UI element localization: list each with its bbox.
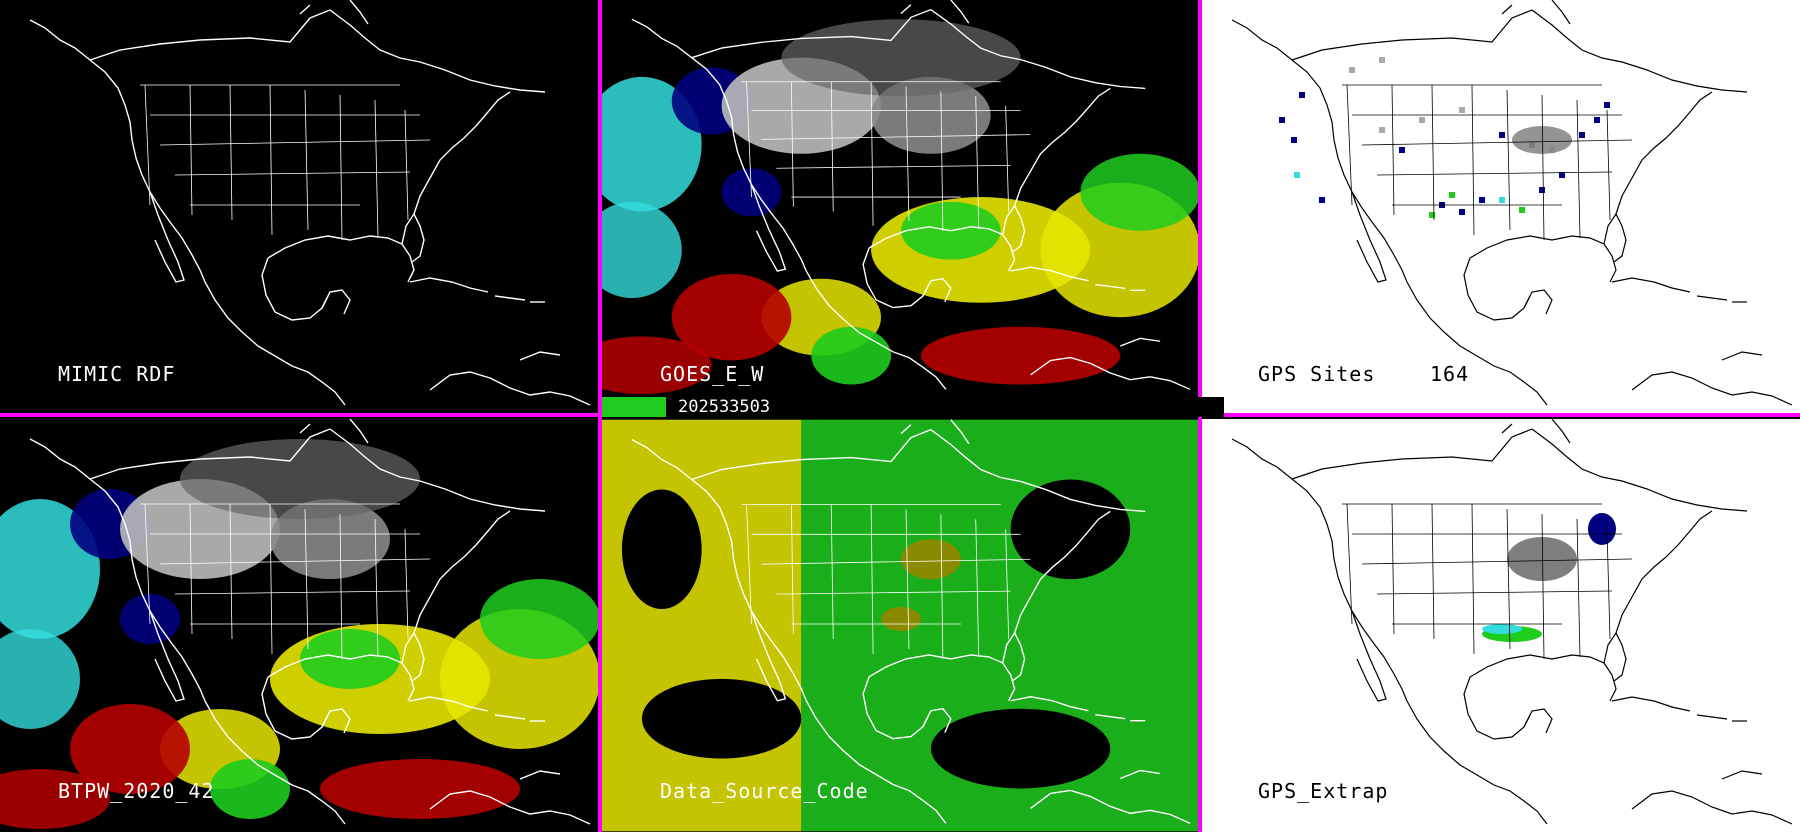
panel-label-gps-extrap: GPS_Extrap xyxy=(1258,779,1389,803)
panel-label-goes-e-w: GOES_E_W xyxy=(660,362,765,386)
timebar-fill-green xyxy=(602,397,666,417)
map-gps-extrap xyxy=(1231,419,1793,825)
panel-goes-e-w: GOES_E_W xyxy=(602,0,1198,397)
panel-label-mimic-rdf: MIMIC RDF xyxy=(58,362,176,386)
map-gps-sites xyxy=(1231,0,1793,406)
panel-gps-extrap: GPS_Extrap xyxy=(1202,419,1800,832)
panel-label-gps-sites: GPS Sites xyxy=(1258,362,1376,386)
timestamp: 202533503 xyxy=(678,397,771,417)
timestamp-bar: 202533503 xyxy=(666,397,1224,417)
map-goes-e-w xyxy=(602,0,1198,395)
panel-data-source: Data_Source_Code xyxy=(602,419,1198,832)
map-mimic-rdf xyxy=(29,0,591,406)
map-data-source xyxy=(602,419,1198,832)
divider-horizontal-left xyxy=(0,413,602,417)
gps-site-count: 164 xyxy=(1430,362,1470,386)
panel-btpw: BTPW_2020_42 xyxy=(0,419,598,832)
panel-gps-sites: GPS Sites 164 xyxy=(1202,0,1800,413)
panel-mimic-rdf: MIMIC RDF xyxy=(0,0,598,413)
divider-horizontal-right xyxy=(1202,413,1800,417)
map-btpw xyxy=(0,419,598,829)
panel-label-btpw: BTPW_2020_42 xyxy=(58,779,215,803)
panel-label-data-source: Data_Source_Code xyxy=(660,779,869,803)
